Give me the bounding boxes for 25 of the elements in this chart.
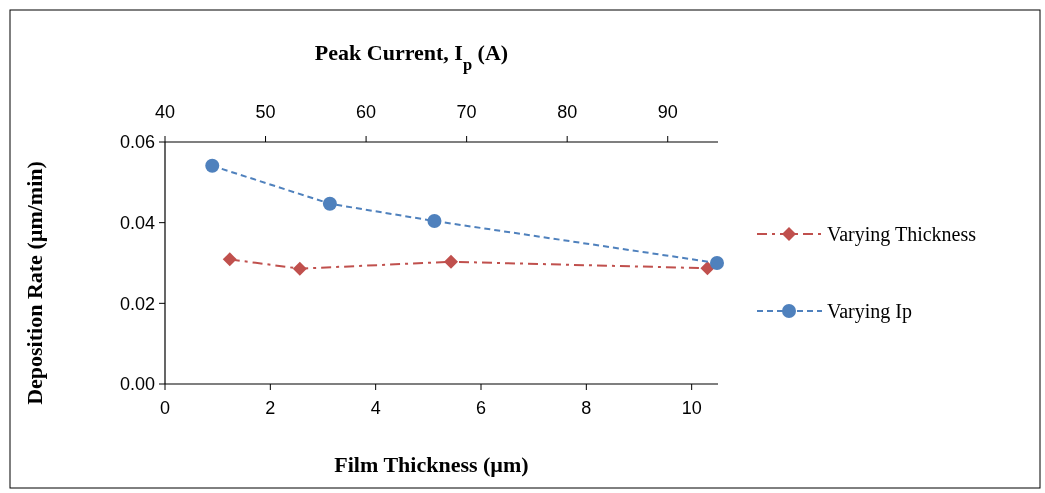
point bbox=[222, 252, 237, 267]
x2-tick-label: 40 bbox=[154, 102, 176, 122]
legend-label: Varying Ip bbox=[827, 300, 912, 323]
point bbox=[443, 254, 458, 269]
x2-tick-label: 60 bbox=[356, 102, 377, 122]
point bbox=[700, 261, 715, 276]
x2-tick-label: 80 bbox=[557, 102, 578, 122]
point bbox=[292, 261, 307, 276]
x-axis-title: Film Thickness (µm) bbox=[334, 452, 529, 477]
x2-tick-label: 90 bbox=[657, 102, 678, 122]
x-tick-label: 8 bbox=[581, 398, 592, 418]
x-tick-label: 0 bbox=[159, 398, 171, 418]
x-tick-label: 4 bbox=[370, 398, 381, 418]
y-tick-label: 0.04 bbox=[119, 212, 155, 233]
y-tick-label: 0.06 bbox=[119, 132, 155, 153]
x-tick-label: 2 bbox=[265, 398, 276, 418]
x-tick-label: 10 bbox=[681, 398, 702, 418]
x2-tick-label: 70 bbox=[456, 102, 477, 122]
x-tick-label: 6 bbox=[475, 398, 487, 418]
y-tick-label: 0.02 bbox=[119, 293, 155, 314]
x2-axis-title: Peak Current, I$_{p}$ (A) bbox=[314, 40, 509, 74]
x2-tick-label: 50 bbox=[255, 102, 276, 122]
legend-label: Varying Thickness bbox=[827, 223, 977, 246]
y-tick-label: 0.00 bbox=[119, 374, 155, 395]
y-axis-title: Deposition Rate (µm/min) bbox=[22, 161, 47, 405]
